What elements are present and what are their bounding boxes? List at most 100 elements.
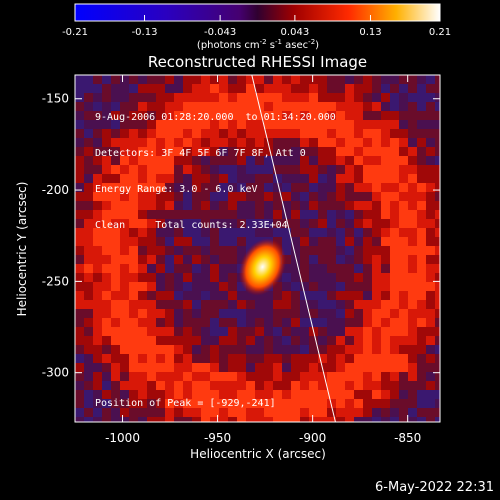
colorbar-tick-label: -0.043 [204,27,236,38]
heatmap-cell [345,300,354,309]
heatmap-cell [264,75,273,84]
heatmap-cell [336,381,345,390]
heatmap-cell [156,165,165,174]
heatmap-cell [84,309,93,318]
heatmap-cell [120,192,129,201]
heatmap-cell [120,120,129,129]
heatmap-cell [408,228,417,237]
heatmap-cell [183,372,192,381]
heatmap-cell [201,219,210,228]
heatmap-cell [354,147,363,156]
heatmap-cell [282,237,291,246]
heatmap-cell [399,327,408,336]
heatmap-cell [201,345,210,354]
heatmap-cell [300,255,309,264]
heatmap-cell [174,345,183,354]
heatmap-cell [327,192,336,201]
heatmap-cell [111,138,120,147]
heatmap-cell [282,138,291,147]
heatmap-cell [345,399,354,408]
heatmap-cell [381,354,390,363]
heatmap-cell [282,219,291,228]
heatmap-cell [93,318,102,327]
heatmap-cell [174,336,183,345]
heatmap-cell [354,264,363,273]
heatmap-cell [291,210,300,219]
heatmap-cell [219,363,228,372]
heatmap-cell [381,363,390,372]
heatmap-cell [129,201,138,210]
heatmap-cell [147,102,156,111]
heatmap-cell [354,102,363,111]
heatmap-cell [183,75,192,84]
heatmap-cell [390,300,399,309]
y-tick-label: -300 [42,366,69,380]
heatmap-cell [201,183,210,192]
heatmap-cell [237,309,246,318]
heatmap-cell [129,219,138,228]
heatmap-cell [210,183,219,192]
heatmap-cell [120,309,129,318]
heatmap-cell [399,84,408,93]
heatmap-cell [426,318,435,327]
heatmap-cell [273,363,282,372]
heatmap-cell [183,228,192,237]
heatmap-cell [165,264,174,273]
heatmap-cell [228,273,237,282]
heatmap-cell [183,174,192,183]
heatmap-cell [219,192,228,201]
heatmap-cell [264,165,273,174]
heatmap-cell [381,399,390,408]
heatmap-cell [426,246,435,255]
heatmap-cell [381,291,390,300]
heatmap-cell [102,372,111,381]
heatmap-cell [417,111,426,120]
heatmap-cell [165,183,174,192]
heatmap-cell [111,174,120,183]
heatmap-cell [84,327,93,336]
heatmap-cell [210,300,219,309]
heatmap-cell [147,372,156,381]
heatmap-cell [138,381,147,390]
heatmap-cell [363,372,372,381]
heatmap-cell [264,417,273,422]
heatmap-cell [210,174,219,183]
heatmap-cell [318,318,327,327]
heatmap-cell [75,120,84,129]
annotation-detectors: Detectors: 3F 4F 5F 6F 7F 8F, Att 0 [95,148,306,159]
heatmap-cell [174,129,183,138]
heatmap-cell [354,129,363,138]
heatmap-cell [300,111,309,120]
heatmap-cell [192,219,201,228]
heatmap-cell [327,282,336,291]
heatmap-cell [399,183,408,192]
colorbar-gradient [74,3,441,22]
heatmap-cell [309,102,318,111]
heatmap-cell [417,264,426,273]
heatmap-cell [174,354,183,363]
heatmap-cell [174,399,183,408]
heatmap-cell [228,417,237,422]
heatmap-cell [399,354,408,363]
heatmap-cell [102,246,111,255]
heatmap-cell [273,192,282,201]
heatmap-cell [237,417,246,422]
heatmap-cells [75,75,440,422]
heatmap-cell [264,147,273,156]
heatmap-cell [192,282,201,291]
heatmap-cell [381,120,390,129]
heatmap-cell [228,111,237,120]
heatmap-cell [354,354,363,363]
heatmap-cell [84,363,93,372]
heatmap-cell [291,147,300,156]
heatmap-cell [345,75,354,84]
heatmap-cell [336,129,345,138]
heatmap-cell [246,408,255,417]
heatmap-cell [417,390,426,399]
heatmap-cell [336,156,345,165]
heatmap-cell [111,93,120,102]
heatmap-cell [417,363,426,372]
heatmap-cell [417,300,426,309]
heatmap-cell [156,237,165,246]
heatmap-cell [408,318,417,327]
